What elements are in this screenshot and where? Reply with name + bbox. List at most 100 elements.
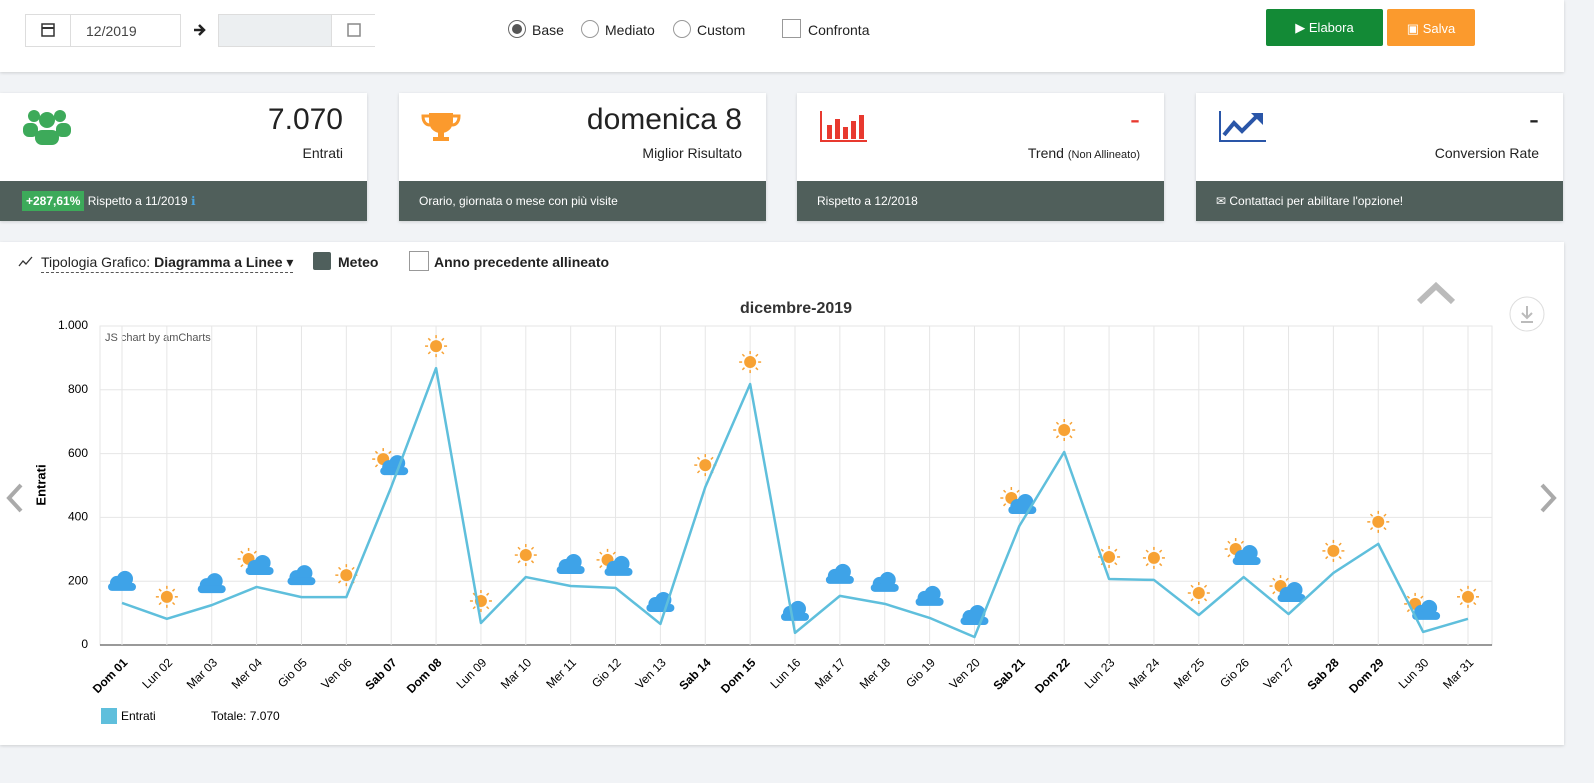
date-value: 12/2019 — [86, 23, 137, 39]
sun-ray — [1055, 435, 1060, 439]
weather-icon — [514, 544, 537, 567]
x-tick-label: Dom 22 — [1032, 655, 1073, 696]
card-value: - — [1529, 103, 1539, 136]
sun-ray — [427, 351, 431, 355]
sun-ray — [374, 450, 379, 454]
prev-arrow[interactable] — [5, 483, 25, 513]
weather-icon — [1404, 592, 1441, 620]
radio-mediato[interactable] — [581, 20, 599, 38]
sun-core — [1462, 590, 1474, 603]
calendar-icon — [26, 15, 71, 46]
sun-ray — [1016, 489, 1020, 493]
checkbox[interactable] — [409, 251, 429, 271]
sun-ray — [427, 337, 431, 341]
sun-ray — [1114, 562, 1118, 566]
cloud-part — [287, 577, 316, 586]
chart-title: dicembre-2019 — [740, 300, 852, 317]
sun-ray — [1369, 527, 1374, 531]
sun-core — [1192, 587, 1205, 600]
download-button[interactable] — [1508, 295, 1546, 333]
x-tick-label: Mer 04 — [229, 655, 266, 692]
x-tick-label: Ven 27 — [1261, 655, 1298, 692]
trophy-icon — [421, 113, 461, 141]
arrow-icon — [194, 24, 206, 36]
radio-custom[interactable] — [673, 20, 691, 38]
next-arrow[interactable] — [1538, 483, 1558, 513]
card-footer: Orario, giornata o mese con più visite — [399, 181, 766, 221]
weather-icon — [1224, 538, 1261, 566]
button-label: Elabora — [1308, 20, 1354, 35]
salva-button[interactable]: ▣ Salva — [1387, 9, 1475, 46]
select-label: Tipologia Grafico: — [41, 254, 151, 270]
label-text: Trend — [1027, 145, 1064, 161]
checkbox-label: Anno precedente allineato — [434, 254, 610, 270]
sun-ray — [599, 551, 603, 555]
sun-ray — [472, 606, 476, 610]
x-tick-label: Gio 05 — [275, 655, 310, 690]
cloud-part — [960, 617, 989, 626]
sun-core — [1327, 544, 1340, 557]
legend-swatch — [101, 708, 117, 724]
sun-ray — [171, 601, 176, 606]
weather-icon — [1000, 487, 1037, 515]
sun-ray — [1003, 503, 1007, 507]
y-tick-label: 600 — [68, 446, 88, 460]
sun-ray — [1383, 527, 1387, 531]
meteo-toggle[interactable] — [313, 252, 331, 270]
series-line — [121, 366, 1469, 639]
cloud-part — [117, 570, 133, 587]
card-value: domenica 8 — [586, 103, 742, 136]
sun-core — [1147, 551, 1160, 564]
sun-ray — [1190, 598, 1194, 602]
sun-ray — [351, 566, 355, 571]
weather-icon — [1187, 582, 1210, 605]
x-tick-label: Mer 18 — [857, 655, 894, 692]
y-axis-label: Entrati — [33, 464, 48, 505]
card-footer: +287,61% Rispetto a 11/2019 ℹ — [0, 181, 367, 221]
checkbox[interactable] — [782, 19, 801, 38]
x-tick-label: Dom 29 — [1346, 655, 1387, 696]
scroll-up[interactable] — [1416, 282, 1456, 306]
sun-core — [1372, 515, 1385, 528]
sun-ray — [253, 550, 257, 554]
sun-core — [699, 459, 712, 472]
sun-ray — [1406, 595, 1411, 599]
date-input[interactable]: 12/2019 — [25, 14, 181, 47]
cloud-part — [870, 583, 899, 592]
sun-ray — [1369, 513, 1374, 517]
y-tick-label: 800 — [68, 382, 88, 396]
sun-ray — [755, 353, 759, 357]
card-label: Miglior Risultato — [642, 145, 742, 161]
meteo-label: Meteo — [338, 254, 379, 270]
sun-ray — [1272, 577, 1276, 581]
x-tick-label: Dom 01 — [90, 655, 131, 696]
badge: +287,61% — [22, 191, 85, 211]
sun-core — [519, 549, 532, 562]
x-tick-label: Lun 30 — [1396, 655, 1432, 691]
x-tick-label: Sab 21 — [990, 655, 1027, 692]
sun-ray — [171, 588, 176, 592]
cloud-part — [915, 597, 944, 606]
sun-ray — [1145, 563, 1149, 567]
chart-type-select[interactable]: Tipologia Grafico: Diagramma a Linee ▾ — [41, 254, 294, 273]
sun-ray — [486, 592, 490, 596]
button-label: Salva — [1422, 21, 1456, 36]
sun-ray — [1069, 435, 1073, 439]
elabora-button[interactable]: ▶ Elabora — [1266, 9, 1383, 46]
card-value: 7.070 — [267, 103, 343, 136]
weather-icon — [335, 564, 358, 587]
sun-ray — [1145, 549, 1149, 553]
cloud-part — [604, 567, 633, 576]
radio-base[interactable] — [508, 20, 526, 38]
sun-ray — [1003, 489, 1007, 493]
footer-text: Rispetto a 11/2019 — [87, 194, 188, 208]
sun-ray — [158, 601, 162, 606]
x-tick-label: Lun 23 — [1082, 655, 1118, 691]
sun-ray — [1338, 542, 1342, 546]
sun-ray — [158, 588, 162, 592]
date-input-end[interactable] — [218, 14, 376, 47]
weather-icon — [155, 585, 178, 608]
weather-icon — [1053, 419, 1076, 442]
cloud-part — [1412, 611, 1441, 620]
